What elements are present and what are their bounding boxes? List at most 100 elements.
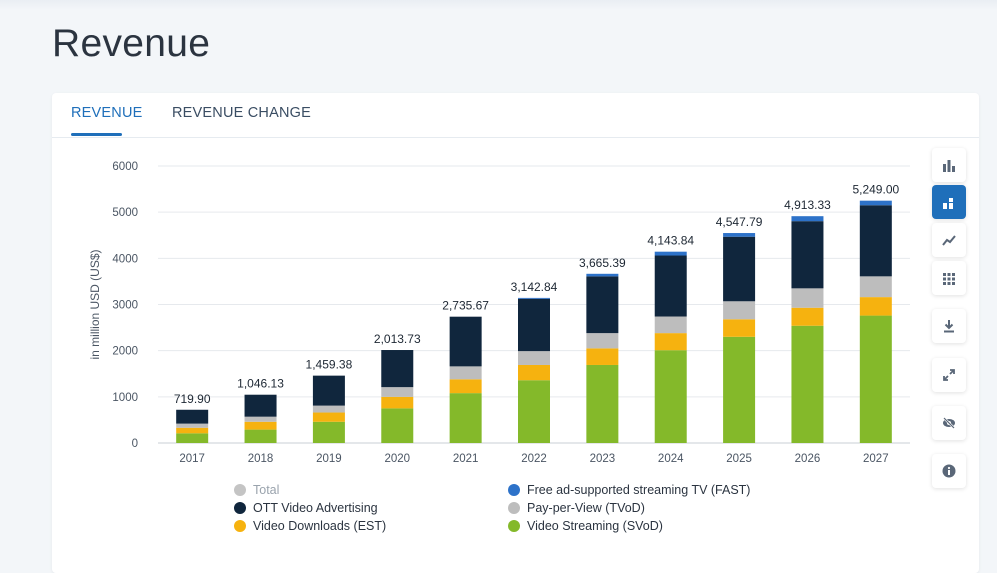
bar-segment: [176, 427, 209, 434]
bar-segment: [791, 216, 824, 222]
legend-label: Pay-per-View (TVoD): [527, 501, 645, 515]
active-tab-indicator: [71, 133, 122, 136]
x-tick-label: 2020: [384, 453, 410, 465]
total-data-label: 2,013.73: [374, 332, 421, 346]
bar-segment: [791, 325, 824, 443]
bar-segment: [312, 412, 345, 422]
bar-segment: [859, 297, 892, 316]
x-tick-label: 2021: [453, 453, 479, 465]
table-grid-icon: [943, 273, 955, 285]
fullscreen-button[interactable]: [932, 358, 966, 392]
bar-segment: [859, 205, 892, 277]
total-data-label: 719.90: [174, 392, 211, 406]
legend-label: OTT Video Advertising: [253, 501, 378, 515]
legend-label: Total: [253, 483, 280, 497]
bar-segment: [723, 236, 756, 302]
tab-revenue-change[interactable]: REVENUE CHANGE: [172, 105, 311, 121]
trend-line-button[interactable]: [932, 223, 966, 257]
legend-label: Video Streaming (SVoD): [527, 519, 663, 533]
total-data-label: 4,547.79: [716, 215, 763, 229]
x-tick-label: 2026: [795, 453, 821, 465]
bar-segment: [176, 423, 209, 428]
legend-dot: [234, 520, 246, 532]
bar-segment: [791, 307, 824, 326]
legend-label: Video Downloads (EST): [253, 519, 387, 533]
bar-segment: [859, 315, 892, 443]
bar-segment: [449, 316, 482, 367]
x-tick-label: 2024: [658, 453, 684, 465]
bar-segment: [586, 276, 619, 334]
legend-dot: [234, 484, 246, 496]
bar-segment: [381, 408, 414, 443]
legend-item-fast[interactable]: Free ad-supported streaming TV (FAST): [508, 483, 750, 497]
x-tick-label: 2019: [316, 453, 342, 465]
legend-dot: [508, 502, 520, 514]
y-tick-label: 4000: [112, 253, 138, 265]
total-data-label: 5,249.00: [852, 183, 899, 197]
bar-segment: [791, 221, 824, 289]
top-edge: [0, 0, 997, 10]
table-grid-button[interactable]: [932, 261, 966, 295]
y-tick-label: 2000: [112, 346, 138, 358]
info-icon: [942, 464, 956, 478]
page-title: Revenue: [52, 22, 211, 65]
bar-segment: [518, 297, 550, 299]
trend-line-icon: [942, 235, 956, 246]
fullscreen-icon: [943, 369, 955, 381]
bar-segment: [586, 348, 619, 365]
bar-segment: [244, 429, 277, 443]
bar-segment: [723, 301, 756, 320]
bar-segment: [723, 233, 756, 237]
bar-segment: [381, 387, 414, 397]
y-tick-label: 1000: [112, 392, 138, 404]
total-data-label: 1,459.38: [306, 358, 353, 372]
y-axis-label: in million USD (US$): [88, 249, 102, 359]
legend-dot: [508, 520, 520, 532]
stacked-bar-chart: 0 1000 2000 3000 4000 5000 6000 in million USD …: [88, 161, 910, 465]
legend-item-total[interactable]: Total: [234, 483, 279, 497]
bar-segment: [312, 405, 345, 413]
bar-segment: [449, 379, 482, 394]
x-tick-label: 2022: [521, 453, 547, 465]
bar-segment: [244, 421, 277, 430]
bar-segment: [586, 333, 619, 349]
bar-segment: [654, 333, 687, 351]
bar-segment: [586, 273, 619, 277]
bar-segment: [654, 255, 687, 317]
tab-revenue[interactable]: REVENUE: [71, 105, 143, 121]
bar-segment: [244, 416, 277, 422]
bar-segment: [381, 396, 414, 409]
y-tick-label: 5000: [112, 207, 138, 219]
bar-segment: [518, 380, 550, 443]
info-button[interactable]: [932, 454, 966, 488]
stacked-bar-button[interactable]: [932, 185, 966, 219]
bar-segment: [381, 350, 414, 388]
bar-chart-icon: [943, 160, 955, 172]
total-data-label: 1,046.13: [237, 377, 284, 391]
legend-item-est[interactable]: Video Downloads (EST): [234, 519, 386, 533]
total-data-label: 4,913.33: [784, 198, 831, 212]
bar-chart-button[interactable]: [932, 148, 966, 182]
download-button[interactable]: [932, 309, 966, 343]
bar-segment: [244, 394, 277, 417]
legend-item-ott-advertising[interactable]: OTT Video Advertising: [234, 501, 378, 515]
legend-item-svod[interactable]: Video Streaming (SVoD): [508, 519, 663, 533]
stacked-bar-icon: [943, 198, 953, 209]
bar-segment: [176, 409, 209, 424]
bar-segment: [518, 364, 550, 381]
hide-button[interactable]: [932, 406, 966, 440]
legend-label: Free ad-supported streaming TV (FAST): [527, 483, 751, 497]
y-tick-label: 6000: [112, 161, 138, 173]
hide-icon: [943, 417, 955, 429]
download-icon: [944, 320, 954, 333]
bar-segment: [654, 251, 687, 256]
legend-item-tvod[interactable]: Pay-per-View (TVoD): [508, 501, 645, 515]
bar-segment: [859, 200, 892, 206]
y-tick-label: 3000: [112, 300, 138, 312]
bar-segment: [791, 288, 824, 308]
bar-segment: [859, 276, 892, 298]
bar-segment: [654, 350, 687, 443]
bar-segment: [312, 375, 345, 406]
bar-segment: [449, 393, 482, 443]
total-data-label: 3,142.84: [511, 280, 558, 294]
